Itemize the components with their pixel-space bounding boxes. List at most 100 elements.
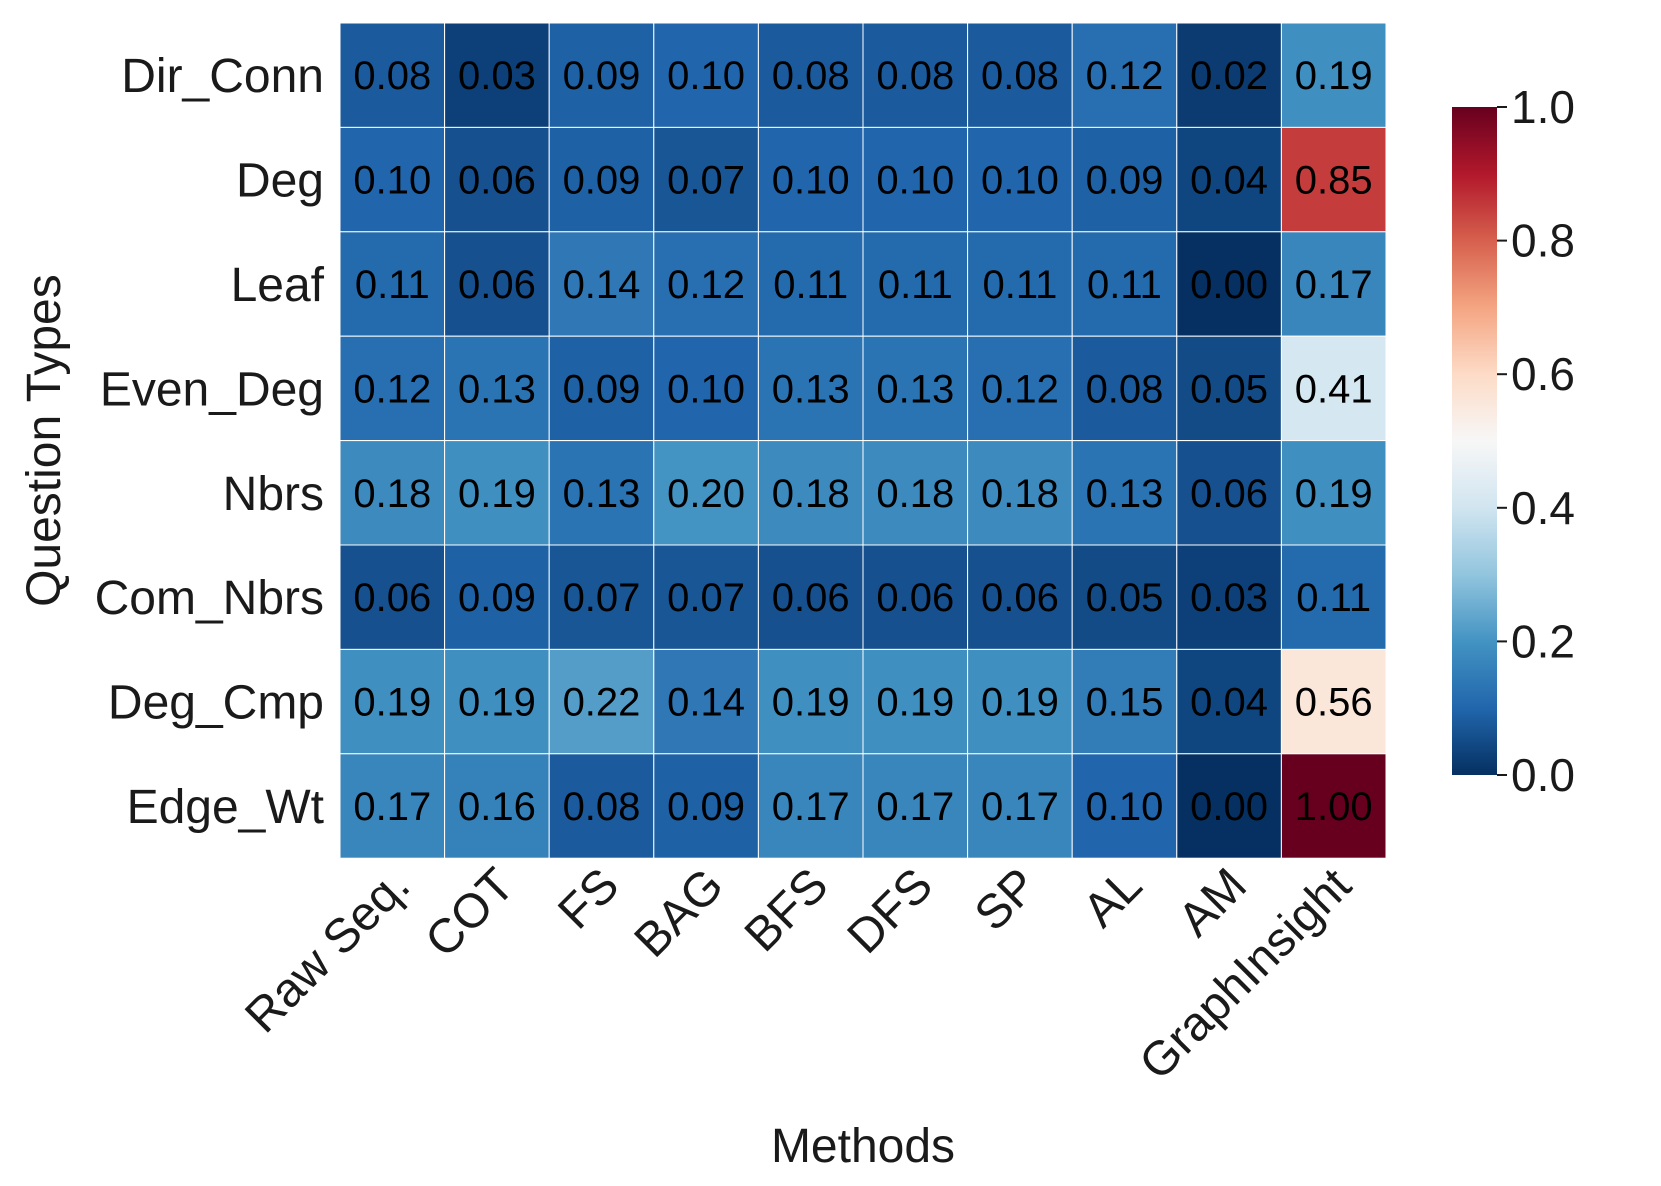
heatmap-cell <box>757 440 864 546</box>
cell-value-label: 0.13 <box>458 367 536 411</box>
y-tick-label: Leaf <box>231 259 325 312</box>
cell-value-label: 0.11 <box>878 263 953 307</box>
heatmap-cell <box>1280 22 1387 128</box>
heatmap-cell <box>444 126 550 233</box>
cell-value-label: 0.07 <box>563 576 641 620</box>
cell-value-label: 0.13 <box>563 472 641 516</box>
cell-value-label: 0.11 <box>355 263 430 307</box>
cell-value-label: 0.41 <box>1295 367 1373 411</box>
cell-value-label: 0.19 <box>1295 472 1373 516</box>
heatmap-cell <box>653 753 759 859</box>
colorbar-tick-label: 1.0 <box>1511 81 1575 133</box>
heatmap-cell <box>862 22 969 128</box>
x-axis-title: Methods <box>771 1120 955 1173</box>
cell-value-label: 0.09 <box>1086 159 1164 203</box>
x-tick-label: AL <box>1073 859 1152 938</box>
cell-value-label: 0.17 <box>772 785 850 829</box>
cell-value-label: 0.11 <box>982 263 1057 307</box>
cell-value-label: 0.06 <box>981 576 1059 620</box>
y-axis-tick-labels: Dir_Conn Deg Leaf Even_Deg Nbrs Com_Nbrs Deg_C… <box>95 50 325 834</box>
cell-value-label: 0.17 <box>353 785 431 829</box>
heatmap-cell <box>1176 753 1282 859</box>
heatmap-cell <box>967 440 1073 546</box>
cell-value-label: 0.05 <box>1086 576 1164 620</box>
cell-value-label: 0.08 <box>981 54 1059 98</box>
cell-value-label: 0.06 <box>772 576 850 620</box>
colorbar-tick-label: 0.0 <box>1511 749 1575 801</box>
cell-value-label: 0.10 <box>353 159 431 203</box>
cell-value-label: 0.04 <box>1190 159 1268 203</box>
cell-value-label: 0.06 <box>458 159 536 203</box>
cell-value-label: 0.06 <box>458 263 536 307</box>
heatmap-cell <box>444 22 550 128</box>
cell-value-label: 0.17 <box>876 785 954 829</box>
x-tick-label: BAG <box>625 859 734 968</box>
cell-value-label: 0.03 <box>458 54 536 98</box>
heatmap-cell <box>1176 335 1282 442</box>
heatmap-cell <box>1280 753 1387 859</box>
heatmap-cells <box>339 22 1387 859</box>
y-tick-label: Even_Deg <box>100 363 324 416</box>
cell-value-label: 0.18 <box>981 472 1059 516</box>
heatmap-cell <box>1280 440 1387 546</box>
y-tick-label: Deg <box>236 155 324 208</box>
y-axis-title: Question Types <box>18 274 71 607</box>
cell-value-label: 0.10 <box>1086 785 1164 829</box>
heatmap-cell <box>1176 648 1282 755</box>
heatmap-cell <box>862 335 969 442</box>
heatmap-cell <box>339 231 446 337</box>
heatmap-cell <box>339 22 446 128</box>
cell-value-label: 0.16 <box>458 785 536 829</box>
heatmap-cell <box>1176 544 1282 650</box>
cell-value-label: 0.06 <box>1190 472 1268 516</box>
cell-value-label: 0.19 <box>981 681 1059 725</box>
cell-value-label: 0.08 <box>772 54 850 98</box>
cell-value-label: 0.11 <box>1087 263 1162 307</box>
cell-value-label: 0.19 <box>1295 54 1373 98</box>
heatmap-cell <box>757 22 864 128</box>
colorbar-tick-label: 0.4 <box>1511 482 1575 534</box>
cell-value-label: 0.15 <box>1086 681 1164 725</box>
heatmap-cell <box>1176 126 1282 233</box>
cell-value-label: 0.10 <box>981 159 1059 203</box>
x-tick-label: DFS <box>838 859 943 964</box>
heatmap-cell <box>862 544 969 650</box>
heatmap-cell <box>1071 126 1178 233</box>
heatmap-cell <box>548 231 655 337</box>
cell-value-label: 0.12 <box>1086 54 1164 98</box>
cell-value-label: 0.08 <box>563 785 641 829</box>
cell-value-label: 0.20 <box>667 472 745 516</box>
heatmap-cell <box>862 440 969 546</box>
heatmap-cell <box>548 544 655 650</box>
x-tick-label: AM <box>1168 859 1256 947</box>
y-tick-label: Com_Nbrs <box>95 572 324 625</box>
cell-value-label: 0.03 <box>1190 576 1268 620</box>
x-tick-label: SP <box>965 859 1048 942</box>
cell-value-label: 0.06 <box>353 576 431 620</box>
cell-value-label: 0.14 <box>667 681 745 725</box>
cell-value-label: 0.12 <box>353 367 431 411</box>
heatmap-cell <box>444 440 550 546</box>
heatmap-cell <box>757 335 864 442</box>
cell-value-label: 0.19 <box>458 681 536 725</box>
cell-value-label: 0.10 <box>667 367 745 411</box>
cell-value-label: 0.13 <box>772 367 850 411</box>
heatmap-cell <box>757 753 864 859</box>
cell-value-label: 0.09 <box>667 785 745 829</box>
heatmap-cell <box>862 753 969 859</box>
cell-value-label: 0.04 <box>1190 681 1268 725</box>
cell-value-label: 0.56 <box>1295 681 1373 725</box>
cell-value-label: 0.08 <box>1086 367 1164 411</box>
cell-value-label: 0.13 <box>1086 472 1164 516</box>
cell-value-label: 0.00 <box>1190 263 1268 307</box>
colorbar-tick-label: 0.8 <box>1511 215 1575 267</box>
heatmap-cell <box>339 544 446 650</box>
cell-value-label: 0.12 <box>667 263 745 307</box>
heatmap-cell <box>757 231 864 337</box>
heatmap-cell <box>548 440 655 546</box>
heatmap-cell <box>1071 648 1178 755</box>
heatmap-cell <box>444 753 550 859</box>
cell-value-label: 0.18 <box>353 472 431 516</box>
